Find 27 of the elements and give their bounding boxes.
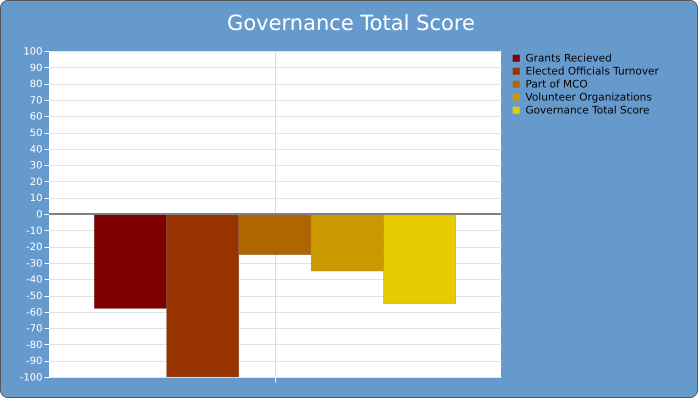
y-tick-label: 30 [30,160,42,172]
y-tick-label: 10 [30,193,42,204]
y-tick-label: 40 [30,144,42,156]
y-tick-label: -60 [26,307,42,318]
y-tick-label: -20 [26,242,42,254]
y-tick-label: -90 [26,356,42,368]
y-tick-label: -100 [20,372,42,384]
legend-label: Grants Recieved [526,52,612,64]
y-tick-label: -80 [26,340,42,351]
y-tick-label: -40 [26,274,42,286]
y-tick-label: 50 [30,128,42,139]
y-tick-label: -50 [26,291,42,302]
y-tick-label: 20 [30,176,42,188]
y-tick-label: 60 [30,112,42,123]
y-tick-label: 90 [30,62,42,74]
y-tick-label: -30 [26,258,42,270]
y-tick-label: 70 [30,95,42,106]
legend-label: Part of MCO [526,78,588,90]
y-tick-label: 80 [30,79,42,90]
legend-label: Volunteer Organizations [526,91,652,104]
legend-label: Elected Officials Turnover [526,65,660,78]
legend-label: Governance Total Score [526,104,650,116]
y-tick-label: -10 [26,226,42,237]
chart-title: Governance Total Score [227,11,475,35]
y-tick-label: -70 [26,324,42,335]
y-tick-label: 0 [36,210,42,220]
y-tick-label: 100 [23,46,42,58]
